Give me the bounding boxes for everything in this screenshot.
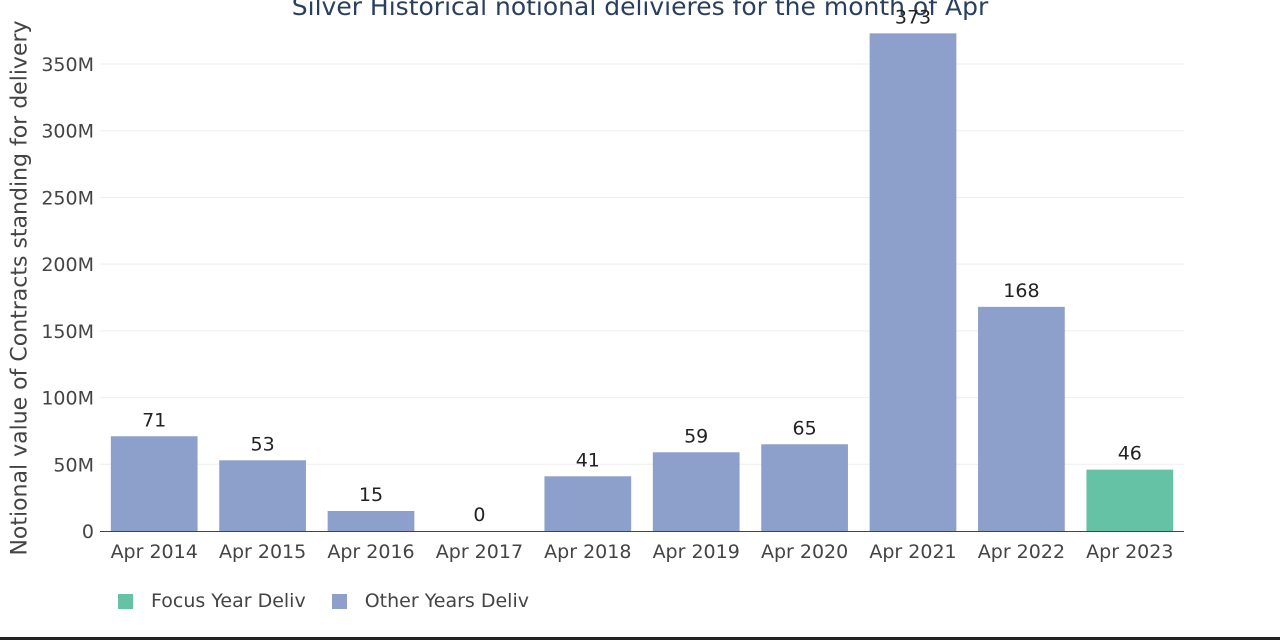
data-label: 41 (576, 449, 600, 471)
x-tick-label: Apr 2014 (111, 541, 198, 563)
legend-label-focus: Focus Year Deliv (151, 590, 306, 612)
y-tick-label: 300M (41, 121, 94, 143)
bar-apr-2020[interactable] (761, 444, 848, 531)
bottom-divider (0, 637, 1280, 640)
data-label: 71 (142, 409, 166, 431)
x-tick-label: Apr 2019 (653, 541, 740, 563)
y-tick-label: 150M (41, 321, 94, 343)
data-label: 373 (895, 6, 931, 28)
y-tick-label: 50M (53, 454, 94, 476)
legend-swatch-focus (118, 593, 133, 609)
bars (110, 33, 1174, 531)
legend-label-other: Other Years Deliv (364, 590, 529, 612)
data-label: 59 (684, 425, 708, 447)
data-labels: 71 53 15 0 41 59 65 373 168 46 (142, 6, 1142, 526)
bar-apr-2014[interactable] (110, 436, 198, 531)
data-label: 168 (1003, 280, 1039, 302)
x-axis-ticks: Apr 2014 Apr 2015 Apr 2016 Apr 2017 Apr 2018… (111, 541, 1174, 563)
legend-swatch-other (331, 593, 347, 609)
bar-apr-2016[interactable] (327, 510, 415, 531)
bar-apr-2015[interactable] (219, 460, 306, 531)
x-tick-label: Apr 2022 (978, 541, 1065, 563)
y-tick-label: 0 (82, 521, 94, 543)
bar-apr-2022[interactable] (978, 306, 1065, 531)
x-tick-label: Apr 2021 (869, 541, 956, 563)
x-tick-label: Apr 2015 (219, 541, 306, 563)
legend-item-focus[interactable]: Focus Year Deliv (118, 590, 306, 612)
y-tick-label: 100M (41, 388, 94, 410)
data-label: 0 (473, 504, 485, 526)
y-tick-label: 250M (41, 187, 94, 209)
bar-apr-2019[interactable] (652, 452, 740, 531)
y-tick-label: 200M (41, 254, 94, 276)
y-axis-ticks: 0 50M 100M 150M 200M 250M 300M 350M (41, 54, 94, 543)
x-tick-label: Apr 2016 (327, 541, 414, 563)
bar-apr-2018[interactable] (544, 476, 632, 531)
data-label: 65 (793, 417, 817, 439)
y-tick-label: 350M (41, 54, 94, 76)
bar-apr-2023[interactable] (1086, 469, 1174, 531)
x-tick-label: Apr 2018 (544, 541, 631, 563)
chart-title: Silver Historical notional delivieres fo… (291, 0, 989, 21)
x-tick-label: Apr 2020 (761, 541, 848, 563)
x-tick-label: Apr 2023 (1086, 541, 1173, 563)
data-label: 15 (359, 484, 383, 506)
bar-apr-2021[interactable] (869, 33, 957, 531)
data-label: 53 (251, 433, 275, 455)
x-tick-label: Apr 2017 (436, 541, 523, 563)
legend-item-other[interactable]: Other Years Deliv (331, 590, 529, 612)
legend: Focus Year Deliv Other Years Deliv (118, 590, 555, 612)
data-label: 46 (1118, 443, 1142, 465)
